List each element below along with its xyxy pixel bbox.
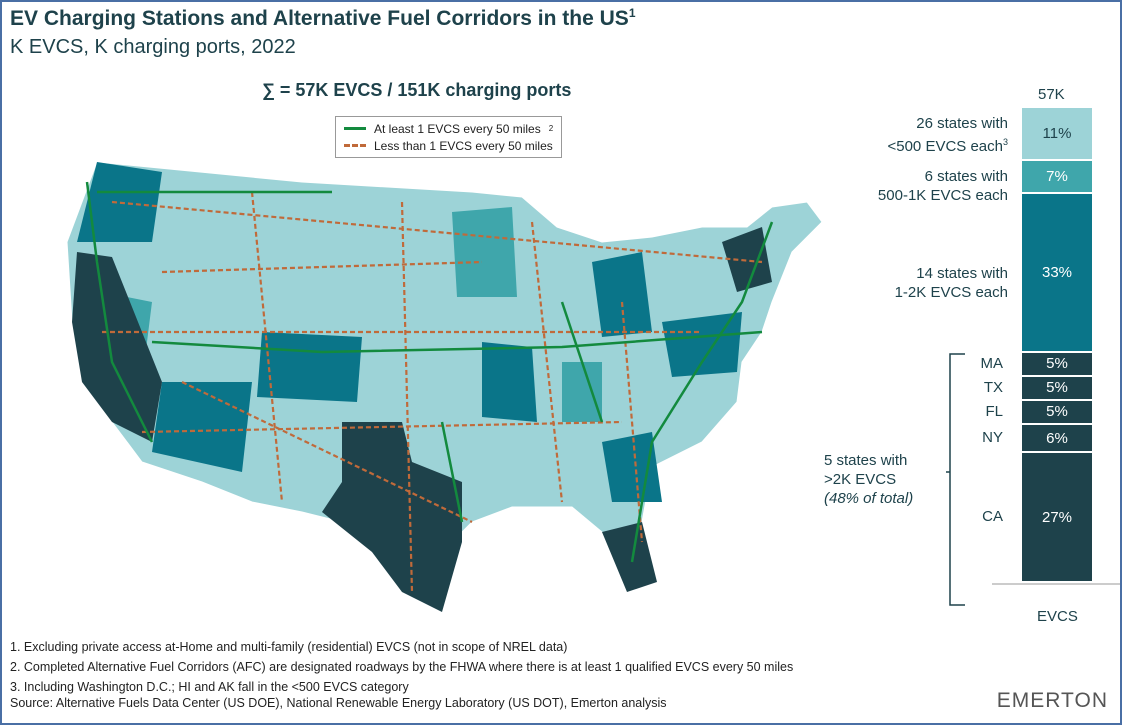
corridor-solid-lines — [85, 181, 774, 563]
footnote-2: 2. Completed Alternative Fuel Corridors … — [10, 660, 794, 674]
bar-segment-ny: 6% — [1022, 424, 1092, 452]
legend: At least 1 EVCS every 50 miles 2 Less tha… — [335, 116, 563, 158]
state-group-1-2k — [77, 162, 742, 502]
segment-value-label: 33% — [1041, 264, 1073, 282]
bar-segment-500-1k-evcs: 7% — [1022, 160, 1092, 193]
bar-total-label: 57K — [1038, 86, 1065, 103]
bar-segment-fl: 5% — [1022, 400, 1092, 423]
emerton-logo: EMERTON — [996, 689, 1108, 712]
bar-segment--500-evcs: 11% — [1022, 108, 1092, 159]
group-label-2k-plus: 5 states with >2K EVCS (48% of total) — [824, 452, 914, 507]
state-label: TX — [983, 378, 1003, 396]
dashed-line-swatch-icon — [344, 144, 366, 147]
state-label: FL — [985, 402, 1003, 420]
footnote-1: 1. Excluding private access at-Home and … — [10, 640, 568, 654]
state-label: NY — [982, 429, 1003, 447]
total-summary: ∑ = 57K EVCS / 151K charging ports — [262, 80, 572, 100]
bar-segment-tx: 5% — [1022, 376, 1092, 399]
state-group-2k-plus — [72, 227, 772, 612]
corridor-dashed-lines — [102, 191, 763, 593]
segment-value-label: 5% — [1046, 403, 1068, 421]
segment-value-label: 5% — [1046, 379, 1068, 397]
group-label-1-2k: 14 states with 1-2K EVCS each — [894, 265, 1008, 301]
state-group-500-1k — [102, 207, 602, 422]
segment-value-label: 11% — [1042, 124, 1072, 142]
group-label-lt500: 26 states with <500 EVCS each3 — [887, 115, 1008, 155]
bar-segment-1-2k-evcs: 33% — [1022, 194, 1092, 351]
segment-value-label: 6% — [1046, 429, 1068, 447]
bar-category-label: EVCS — [1037, 608, 1078, 625]
state-label: MA — [980, 354, 1004, 372]
bar-segment-ma: 5% — [1022, 352, 1092, 375]
legend-item-complete: At least 1 EVCS every 50 miles 2 — [344, 120, 553, 137]
segment-value-label: 7% — [1046, 168, 1068, 186]
group-label-500-1k: 6 states with 500-1K EVCS each — [877, 168, 1008, 204]
source-note: Source: Alternative Fuels Data Center (U… — [10, 696, 667, 710]
page-title: EV Charging Stations and Alternative Fue… — [10, 6, 636, 30]
bracket-5-states — [946, 353, 965, 606]
segment-value-label: 27% — [1041, 508, 1073, 526]
footnote-3: 3. Including Washington D.C.; HI and AK … — [10, 680, 409, 694]
solid-line-swatch-icon — [344, 127, 366, 130]
legend-item-incomplete: Less than 1 EVCS every 50 miles — [344, 137, 553, 154]
segment-value-label: 5% — [1046, 355, 1068, 373]
state-label: CA — [982, 508, 1003, 526]
bar-segment-ca: 27% — [1022, 453, 1092, 581]
page-subtitle: K EVCS, K charging ports, 2022 — [10, 36, 296, 58]
